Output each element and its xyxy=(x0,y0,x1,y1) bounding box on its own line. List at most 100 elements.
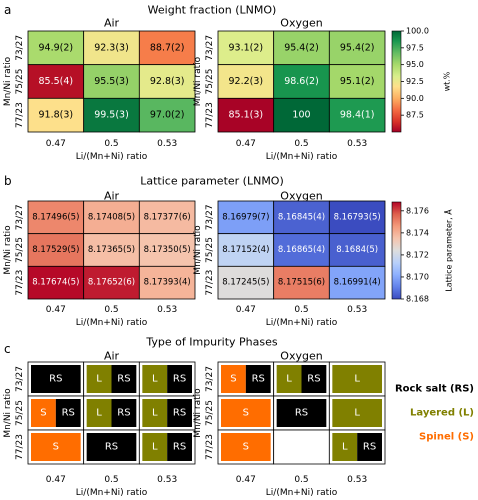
phase-label: S xyxy=(243,442,249,453)
y-tick-label: 75/25 xyxy=(15,237,25,263)
x-tick-label: 0.53 xyxy=(347,139,367,149)
cell-value-label: 8.16991(4) xyxy=(334,278,381,288)
phase-label: RS xyxy=(117,408,130,419)
y-tick-label: 75/25 xyxy=(205,400,215,426)
heatmap-cell xyxy=(328,200,386,235)
legend-entry: Layered (L) xyxy=(410,408,474,419)
x-tick-label: 0.5 xyxy=(294,139,308,149)
y-tick-label: 73/27 xyxy=(15,366,25,392)
phase-segment xyxy=(276,365,302,393)
x-tick-label: 0.53 xyxy=(157,139,177,149)
cell-value-label: 94.9(2) xyxy=(39,42,74,53)
y-tick-label: 77/23 xyxy=(205,102,215,128)
heatmap-cell xyxy=(138,265,196,300)
y-tick-label: 75/25 xyxy=(15,400,25,426)
phase-segment xyxy=(221,433,271,461)
panel-title: Weight fraction (LNMO) xyxy=(148,4,277,17)
cell-value-label: 92.2(3) xyxy=(229,76,264,87)
phase-segment xyxy=(31,399,56,427)
subplot-title: Air xyxy=(104,17,120,30)
heatmap-cell xyxy=(217,97,275,133)
cell-value-label: 8.17652(6) xyxy=(88,278,135,288)
y-axis-label: Mn/Ni ratio xyxy=(193,56,203,106)
x-tick-label: 0.5 xyxy=(294,305,308,315)
phase-label: RS xyxy=(173,442,186,453)
cell-value-label: 98.6(2) xyxy=(284,76,319,87)
legend-entry: Rock salt (RS) xyxy=(395,384,474,395)
heatmap-cell xyxy=(328,97,386,133)
phase-label: RS xyxy=(252,374,265,385)
panel-title: Type of Impurity Phases xyxy=(145,336,278,349)
subplot-title: Air xyxy=(104,190,120,203)
phase-segment xyxy=(142,365,168,393)
subplot-title: Air xyxy=(104,350,120,363)
x-tick-label: 0.5 xyxy=(104,139,118,149)
phase-label: S xyxy=(40,408,46,419)
colorbar-tick-label: 8.170 xyxy=(406,272,429,281)
x-axis-label: Li/(Mn+Ni) ratio xyxy=(76,152,148,162)
phase-cell xyxy=(273,429,330,465)
x-tick-label: 0.53 xyxy=(347,475,367,485)
cell-value-label: 91.8(3) xyxy=(39,110,74,121)
phase-segment xyxy=(301,365,327,393)
heatmap-cell xyxy=(83,30,140,66)
colorbar-tick-label: 100.0 xyxy=(406,27,429,36)
cell-value-label: 8.17496(5) xyxy=(32,212,79,222)
phase-segment xyxy=(245,365,271,393)
heatmap-cell xyxy=(138,30,196,66)
cell-value-label: 8.17529(5) xyxy=(32,245,79,255)
colorbar-tick-label: 97.5 xyxy=(406,43,424,52)
x-tick-label: 0.47 xyxy=(236,305,256,315)
phase-segment xyxy=(31,433,81,461)
x-tick-label: 0.5 xyxy=(104,475,118,485)
phase-segment xyxy=(332,399,382,427)
phase-label: L xyxy=(152,408,158,419)
phase-segment xyxy=(142,433,168,461)
phase-segment xyxy=(332,365,382,393)
x-tick-label: 0.47 xyxy=(236,475,256,485)
y-axis-label: Mn/Ni ratio xyxy=(3,56,13,106)
colorbar xyxy=(391,201,402,300)
phase-label: RS xyxy=(117,374,130,385)
heatmap-cell xyxy=(27,30,85,66)
x-tick-label: 0.47 xyxy=(236,139,256,149)
heatmap-cell xyxy=(138,233,196,267)
panel-letter: c xyxy=(4,342,11,356)
phase-label: L xyxy=(152,442,158,453)
heatmap-cell xyxy=(83,265,140,300)
y-axis-label: Mn/Ni ratio xyxy=(3,388,13,438)
cell-value-label: 95.1(2) xyxy=(340,76,375,87)
phase-label: L xyxy=(96,374,102,385)
legend-entry: Spinel (S) xyxy=(419,432,474,443)
phase-label: S xyxy=(243,408,249,419)
colorbar-tick-label: 8.176 xyxy=(406,206,429,215)
phase-label: RS xyxy=(49,374,62,385)
phase-segment xyxy=(142,399,168,427)
heatmap-cell xyxy=(273,265,330,300)
heatmap-cell xyxy=(83,233,140,267)
phase-segment xyxy=(167,365,192,393)
y-tick-label: 73/27 xyxy=(205,204,215,230)
colorbar-tick-label: 87.5 xyxy=(406,111,424,120)
cell-value-label: 8.17674(5) xyxy=(32,278,79,288)
phase-segment xyxy=(111,365,137,393)
heatmap-cell xyxy=(328,233,386,267)
phase-segment xyxy=(167,433,192,461)
phase-label: L xyxy=(354,374,360,385)
cell-value-label: 8.17515(6) xyxy=(278,278,325,288)
phase-label: S xyxy=(230,374,236,385)
cell-value-label: 8.17377(6) xyxy=(144,212,191,222)
colorbar-label: wt.% xyxy=(443,71,452,91)
phase-segment xyxy=(31,365,81,393)
phase-label: RS xyxy=(307,374,320,385)
cell-value-label: 100 xyxy=(292,110,310,121)
x-axis-label: Li/(Mn+Ni) ratio xyxy=(76,488,148,498)
x-tick-label: 0.53 xyxy=(157,475,177,485)
phase-segment xyxy=(332,433,358,461)
heatmap-cell xyxy=(138,200,196,235)
subplot-title: Oxygen xyxy=(280,17,322,30)
y-tick-label: 77/23 xyxy=(15,102,25,128)
y-tick-label: 75/25 xyxy=(205,69,215,95)
heatmap-cell xyxy=(217,200,275,235)
